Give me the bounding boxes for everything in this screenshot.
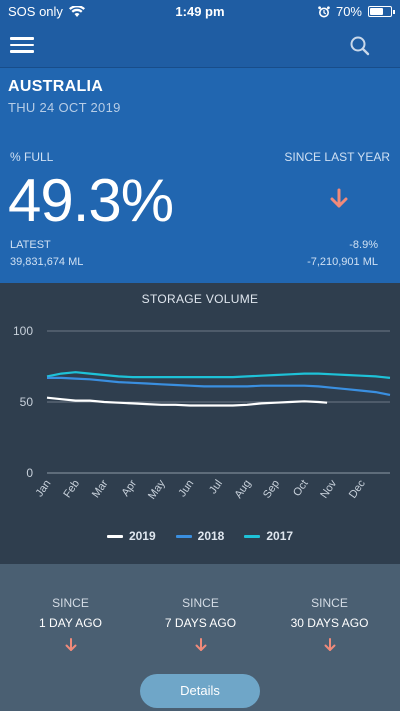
y-tick-label: 0 <box>26 466 33 480</box>
down-arrow-icon <box>65 638 76 651</box>
since-last-year-label: SINCE LAST YEAR <box>284 150 390 164</box>
x-tick-label: May <box>146 477 168 501</box>
search-icon[interactable] <box>348 34 372 58</box>
since-section: SINCE 1 DAY AGO SINCE 7 DAYS AGO SINCE 3… <box>0 564 400 711</box>
legend-swatch <box>106 534 123 538</box>
y-tick-label: 100 <box>13 324 33 338</box>
latest-label: LATEST <box>10 239 51 251</box>
series-line-2018 <box>47 376 391 396</box>
x-tick-label: Mar <box>90 478 111 501</box>
since-label: SINCE <box>52 596 89 610</box>
legend-swatch <box>244 534 261 538</box>
hamburger-menu-icon[interactable] <box>10 34 34 58</box>
legend-swatch <box>175 534 192 538</box>
alarm-icon <box>318 5 330 17</box>
x-tick-label: Feb <box>61 478 82 500</box>
legend-item-2018: 2018 <box>175 529 225 543</box>
x-tick-label: Apr <box>120 478 140 499</box>
legend-label: 2017 <box>266 529 294 543</box>
down-arrow-icon <box>324 638 335 651</box>
percent-full-label: % FULL <box>10 150 54 164</box>
latest-value: 39,831,674 ML <box>10 256 84 268</box>
x-tick-label: Dec <box>347 477 368 500</box>
x-tick-label: Sep <box>261 478 282 501</box>
battery-percent: 70% <box>335 4 362 19</box>
x-tick-label: Aug <box>232 478 253 501</box>
wifi-icon <box>68 5 85 17</box>
legend-item-2019: 2019 <box>106 529 156 543</box>
since-value: 30 DAYS AGO <box>290 616 369 630</box>
country-title: AUSTRALIA <box>8 78 104 95</box>
series-line-2019 <box>46 396 328 407</box>
storage-volume-chart: STORAGE VOLUME 0 50 100 Jan Feb Mar Apr May Jun J… <box>0 283 400 564</box>
status-bar: SOS only 1:49 pm 70% <box>0 0 400 24</box>
since-label: SINCE <box>311 596 348 610</box>
x-tick-label: Nov <box>318 477 339 500</box>
down-arrow-icon <box>330 188 348 208</box>
legend-item-2017: 2017 <box>244 529 293 543</box>
change-volume: -7,210,901 ML <box>307 256 378 268</box>
down-arrow-icon <box>195 638 206 651</box>
details-button[interactable]: Details <box>140 674 260 708</box>
battery-icon <box>368 6 395 17</box>
legend-label: 2019 <box>128 529 156 543</box>
chart-legend: 2019 2018 2017 <box>0 529 400 543</box>
series-line-2017 <box>46 371 391 379</box>
change-percent: -8.9% <box>349 239 378 251</box>
since-value: 1 DAY AGO <box>39 616 102 630</box>
clock-text: 1:49 pm <box>175 4 225 19</box>
percent-full-value: 49.3% <box>8 167 174 234</box>
x-tick-label: Jul <box>207 478 225 496</box>
since-1-day: SINCE 1 DAY AGO <box>4 596 137 657</box>
since-label: SINCE <box>182 596 219 610</box>
chart-plot: 0 50 100 Jan Feb Mar Apr May Jun Jul Aug Sep Oct Nov D… <box>13 324 391 502</box>
summary-panel: AUSTRALIA THU 24 OCT 2019 % FULL 49.3% S… <box>0 68 400 283</box>
app-header <box>0 24 400 68</box>
x-tick-label: Jun <box>176 478 196 499</box>
date-text: THU 24 OCT 2019 <box>8 100 121 115</box>
since-30-days: SINCE 30 DAYS AGO <box>263 596 396 657</box>
carrier-text: SOS only <box>8 4 63 19</box>
y-tick-label: 50 <box>20 395 34 409</box>
legend-label: 2018 <box>197 529 225 543</box>
since-value: 7 DAYS AGO <box>164 616 237 630</box>
chart-title: STORAGE VOLUME <box>141 292 259 306</box>
x-tick-label: Oct <box>291 478 311 499</box>
x-tick-label: Jan <box>33 478 53 499</box>
since-7-days: SINCE 7 DAYS AGO <box>134 596 267 657</box>
